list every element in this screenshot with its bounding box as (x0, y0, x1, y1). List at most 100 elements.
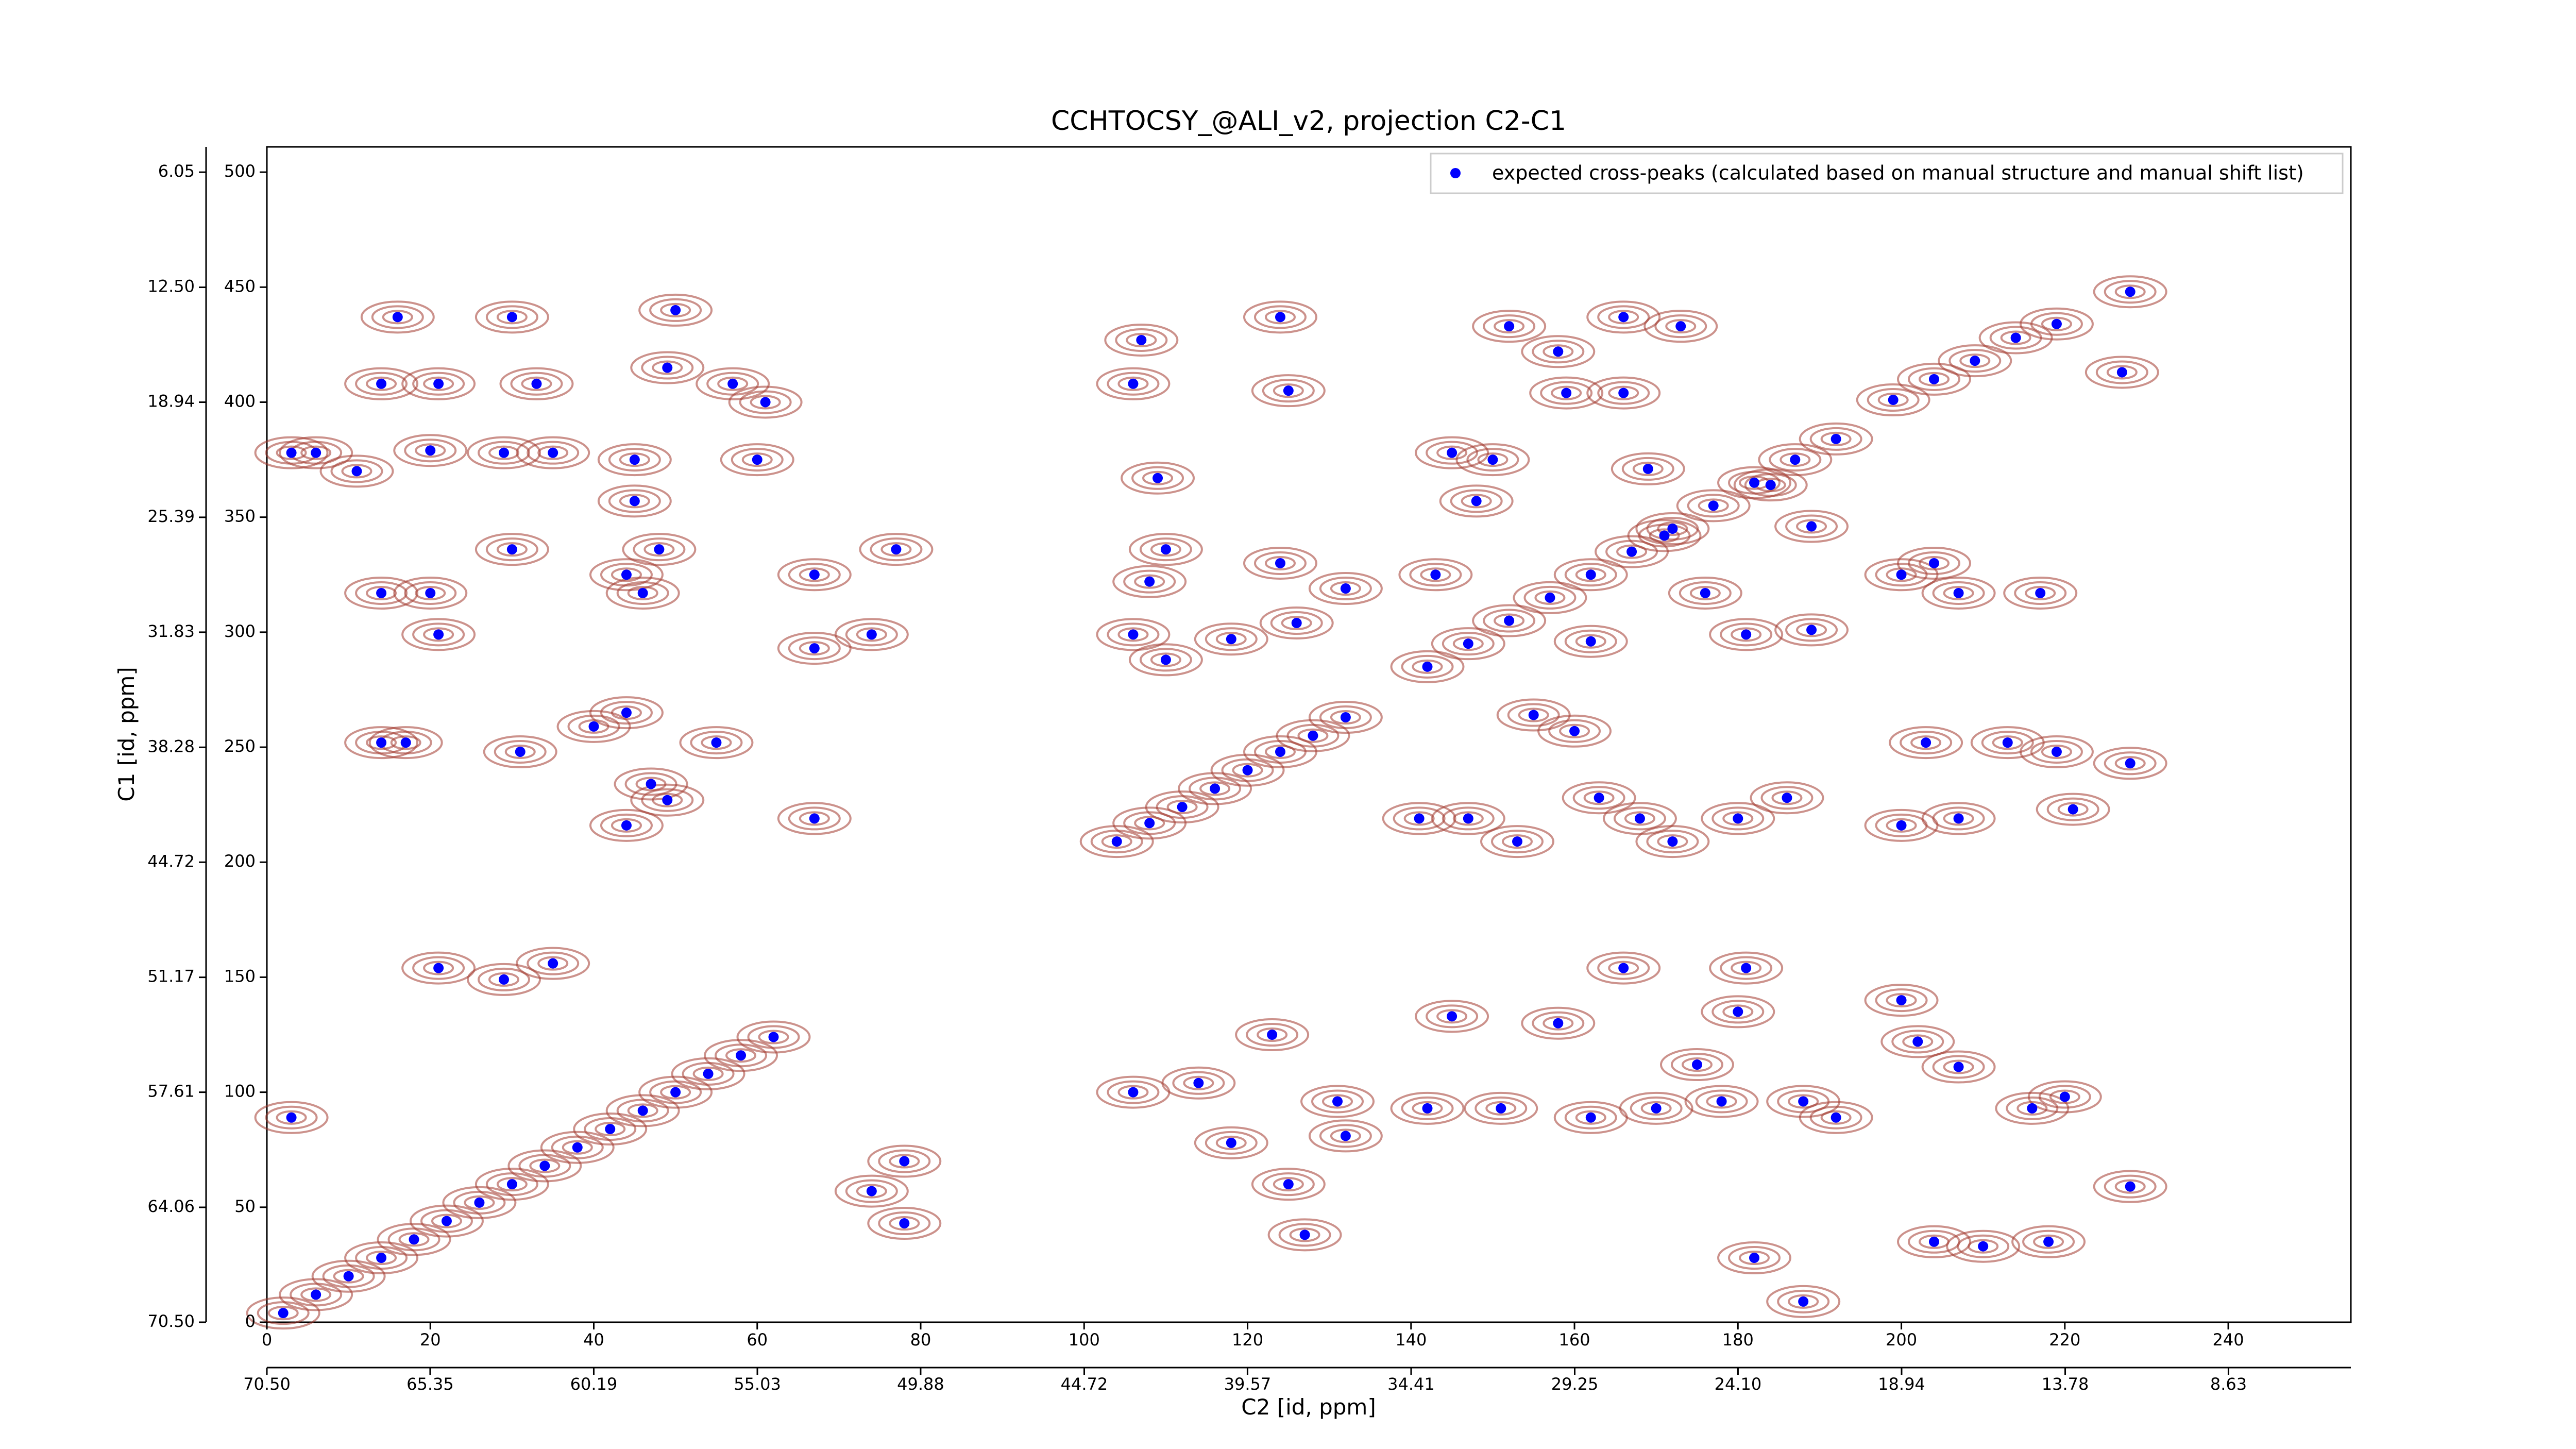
peak-marker (1929, 1236, 1939, 1247)
contour-ring (1426, 441, 1479, 465)
contour-ring (1921, 576, 1996, 610)
contour-ring (1897, 362, 1971, 396)
y2-tick-label: 31.83 (147, 621, 195, 641)
x-tick-label: 60 (747, 1330, 768, 1350)
contour-ring (619, 494, 650, 509)
contour-ring (344, 576, 419, 610)
contour-ring (1932, 1055, 1985, 1079)
contour-ring (777, 632, 852, 665)
peak-marker (1806, 521, 1817, 532)
x-tick-label: 20 (420, 1330, 441, 1350)
peak-marker (1283, 1179, 1294, 1190)
contour-ring (1957, 1234, 2010, 1258)
y-tick-label: 350 (224, 507, 256, 526)
contour-ring (279, 1278, 353, 1311)
peak-marker (637, 587, 648, 598)
contour-ring (488, 972, 520, 987)
x-tick-label: 40 (583, 1330, 604, 1350)
contour-ring (1597, 956, 1650, 980)
peak-marker (711, 737, 722, 748)
peak-marker (588, 721, 599, 732)
contour-ring (1992, 735, 2023, 750)
peak-marker (1332, 1096, 1343, 1107)
contour-ring (1796, 622, 1827, 637)
contour-ring (624, 772, 677, 796)
peak-marker (1953, 1062, 1964, 1072)
contour-ring (641, 356, 694, 380)
contour-ring (1452, 636, 1484, 651)
contour-ring (415, 443, 446, 458)
contour-ring (1205, 1131, 1258, 1155)
contour-ring (521, 376, 552, 391)
contour-ring (1943, 1059, 1974, 1074)
contour-ring (2011, 1225, 2086, 1258)
contour-ring (1562, 781, 1636, 815)
peak-marker (1978, 1241, 1989, 1252)
contour-ring (777, 802, 852, 835)
contour-ring (1559, 723, 1590, 738)
contour-ring (1758, 443, 1833, 477)
contour-ring (1096, 618, 1171, 651)
contour-ring (611, 818, 642, 833)
contour-ring (1908, 367, 1960, 391)
peak-marker (2010, 332, 2021, 343)
contour-ring (867, 1144, 942, 1178)
contour-ring (1532, 1011, 1585, 1035)
x-tick-label: 240 (2213, 1330, 2244, 1350)
contour-ring (540, 1131, 615, 1164)
contour-ring (1616, 544, 1648, 559)
contour-ring (1289, 1227, 1320, 1242)
x2-tick-label: 8.63 (2210, 1374, 2247, 1394)
contour-ring (889, 1216, 920, 1231)
x-tick-label: 180 (1722, 1330, 1754, 1350)
peak-marker (1299, 1229, 1310, 1240)
x2-tick-label: 13.78 (2042, 1374, 2089, 1394)
contour-ring (1665, 319, 1697, 334)
contour-ring (1676, 489, 1751, 523)
contour-ring (1308, 1119, 1383, 1153)
contour-ring (845, 622, 898, 647)
contour-ring (496, 542, 528, 557)
contour-ring (311, 1259, 386, 1293)
peak-marker (866, 629, 877, 640)
contour-ring (1632, 461, 1664, 476)
contour-ring (1126, 332, 1157, 347)
contour-ring (398, 1232, 430, 1247)
contour-ring (1215, 632, 1247, 647)
contour-ring (2041, 316, 2072, 331)
peak-marker (1414, 813, 1425, 824)
peak-marker (2027, 1103, 2038, 1114)
contour-ring (1322, 1094, 1353, 1109)
contour-ring (1205, 627, 1258, 651)
peak-marker (1128, 378, 1139, 389)
contour-ring (1455, 443, 1530, 477)
contour-ring (1166, 800, 1198, 815)
contour-ring (2030, 312, 2083, 336)
contour-ring (2084, 356, 2159, 389)
contour-ring (597, 484, 672, 518)
peak-marker (433, 378, 444, 389)
contour-ring (1553, 625, 1628, 658)
contour-ring (671, 1057, 745, 1090)
peak-marker (1831, 433, 1841, 444)
contour-ring (1657, 521, 1688, 536)
contour-ring (1529, 376, 1604, 410)
contour-ring (1117, 376, 1149, 391)
peak-marker (1675, 321, 1686, 332)
contour-ring (1875, 563, 1928, 587)
contour-ring (1681, 1057, 1713, 1072)
contour-ring (859, 533, 934, 566)
contour-ring (1932, 806, 1985, 831)
peak-marker (376, 587, 387, 598)
contour-ring (366, 735, 397, 750)
contour-ring (1646, 830, 1699, 854)
contour-ring (415, 585, 446, 600)
contour-ring (1243, 546, 1317, 580)
peak-marker (351, 466, 362, 477)
peak-marker (1896, 820, 1907, 831)
contour-ring (1194, 622, 1268, 656)
contour-ring (401, 951, 476, 985)
legend-text: expected cross-peaks (calculated based o… (1492, 162, 2304, 184)
y-tick-label: 300 (224, 621, 256, 641)
peak-marker (1447, 1011, 1458, 1022)
